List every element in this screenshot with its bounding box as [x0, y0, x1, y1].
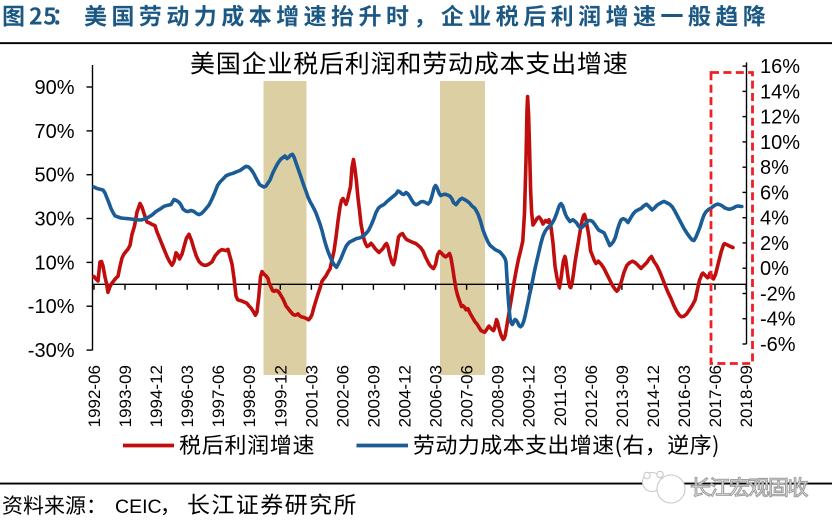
- svg-text:1994-12: 1994-12: [147, 365, 166, 427]
- svg-text:30%: 30%: [34, 209, 74, 231]
- svg-text:8%: 8%: [760, 157, 789, 179]
- svg-text:2006-03: 2006-03: [427, 365, 446, 427]
- svg-text:90%: 90%: [34, 77, 74, 99]
- svg-text:-4%: -4%: [760, 309, 796, 331]
- svg-text:50%: 50%: [34, 165, 74, 187]
- svg-text:2017-06: 2017-06: [706, 365, 725, 427]
- svg-text:2016-03: 2016-03: [675, 365, 694, 427]
- svg-text:2008-09: 2008-09: [489, 365, 508, 427]
- svg-text:2007-06: 2007-06: [458, 365, 477, 427]
- svg-text:2013-09: 2013-09: [613, 365, 632, 427]
- svg-text:12%: 12%: [760, 107, 800, 129]
- svg-text:10%: 10%: [760, 132, 800, 154]
- svg-text:2012-06: 2012-06: [582, 365, 601, 427]
- svg-text:-6%: -6%: [760, 334, 796, 356]
- svg-text:2002-06: 2002-06: [333, 365, 352, 427]
- svg-text:2014-12: 2014-12: [644, 365, 663, 427]
- svg-text:-30%: -30%: [28, 340, 75, 362]
- svg-text:4%: 4%: [760, 208, 789, 230]
- svg-text:2001-03: 2001-03: [302, 365, 321, 427]
- svg-text:1993-09: 1993-09: [116, 365, 135, 427]
- svg-text:16%: 16%: [760, 56, 800, 78]
- svg-text:1992-06: 1992-06: [85, 365, 104, 427]
- svg-text:2004-12: 2004-12: [396, 365, 415, 427]
- svg-text:-10%: -10%: [28, 296, 75, 318]
- svg-text:10%: 10%: [34, 252, 74, 274]
- svg-text:1996-03: 1996-03: [178, 365, 197, 427]
- svg-text:2011-03: 2011-03: [551, 365, 570, 426]
- svg-text:CEIC: CEIC: [115, 496, 162, 518]
- svg-text:2003-09: 2003-09: [364, 365, 383, 427]
- svg-text:70%: 70%: [34, 121, 74, 143]
- svg-text:2009-12: 2009-12: [520, 365, 539, 427]
- svg-text:2%: 2%: [760, 233, 789, 255]
- svg-text:-2%: -2%: [760, 284, 796, 306]
- svg-text:2018-09: 2018-09: [737, 365, 756, 427]
- svg-text:14%: 14%: [760, 81, 800, 103]
- svg-text:1997-06: 1997-06: [209, 365, 228, 427]
- svg-text:0%: 0%: [760, 258, 789, 280]
- svg-text:6%: 6%: [760, 182, 789, 204]
- svg-text:1999-12: 1999-12: [271, 365, 290, 427]
- svg-text:1998-09: 1998-09: [240, 365, 259, 427]
